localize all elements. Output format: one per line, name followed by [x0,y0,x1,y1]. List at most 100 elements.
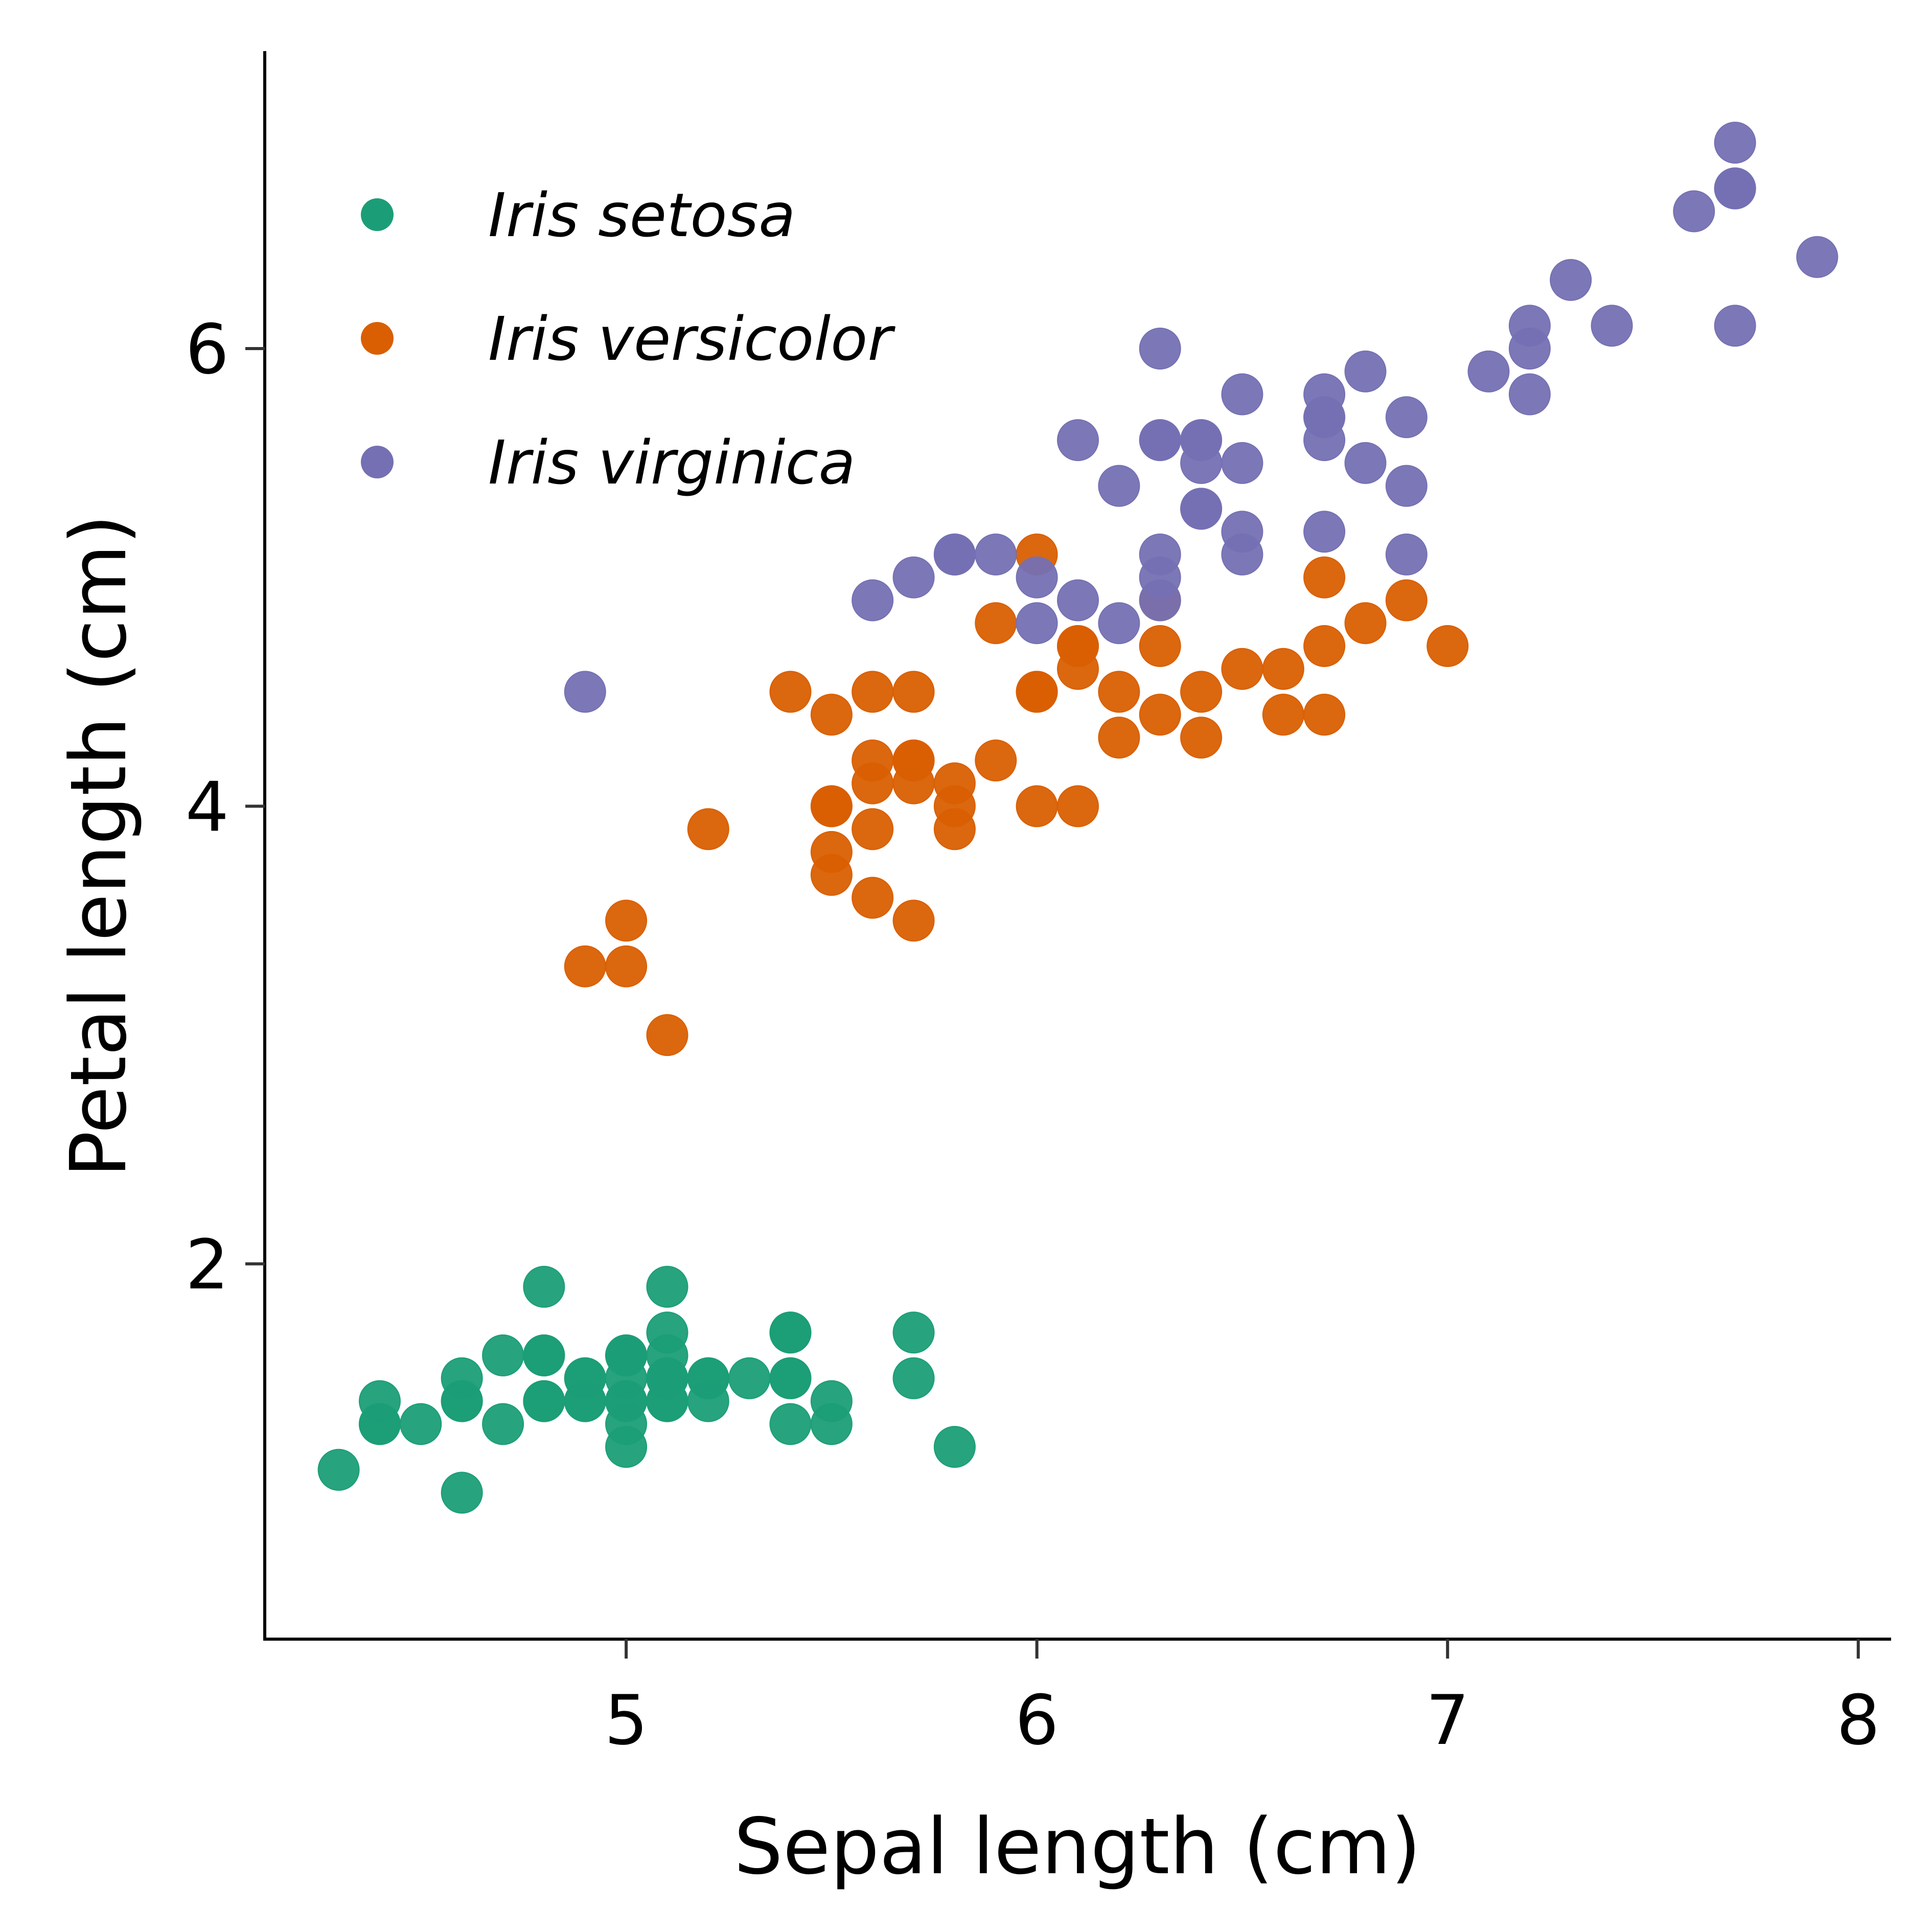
point-iris-setosa [933,1425,976,1468]
point-iris-versicolor [810,854,853,896]
point-iris-versicolor [852,739,894,781]
point-iris-versicolor [892,900,935,942]
y-tick-label: 6 [186,310,229,389]
point-iris-virginica [1508,328,1551,370]
point-iris-versicolor [1262,694,1304,736]
point-iris-setosa [687,1357,729,1399]
y-axis-title: Petal length (cm) [54,514,144,1178]
axes [263,51,1891,1641]
point-iris-versicolor [1221,648,1263,690]
point-iris-versicolor [1098,671,1140,713]
point-iris-setosa [523,1380,565,1422]
point-iris-setosa [482,1403,524,1445]
point-iris-virginica [1221,511,1263,553]
point-iris-setosa [605,1380,648,1422]
point-iris-virginica [1057,419,1099,462]
point-iris-versicolor [1180,671,1223,713]
point-iris-virginica [1303,396,1346,439]
point-iris-versicolor [1303,694,1346,736]
point-iris-setosa [564,1380,606,1422]
point-iris-virginica [1139,556,1181,599]
point-iris-versicolor [1303,556,1346,599]
point-iris-virginica [975,533,1017,576]
point-iris-setosa [523,1266,565,1308]
point-iris-virginica [1180,442,1223,484]
point-iris-virginica [1385,465,1428,507]
point-iris-virginica [1714,305,1756,347]
point-iris-virginica [1139,419,1181,462]
legend-marker-versicolor [361,322,394,355]
point-iris-versicolor [1344,602,1387,645]
point-iris-versicolor [1262,648,1304,690]
point-iris-setosa [317,1448,360,1491]
point-iris-virginica [1550,259,1592,301]
point-iris-virginica [1591,305,1633,347]
point-iris-virginica [1221,373,1263,416]
point-iris-versicolor [769,671,812,713]
point-iris-versicolor [1016,785,1058,827]
point-iris-setosa [359,1403,401,1445]
point-iris-versicolor [975,602,1017,645]
point-iris-virginica [1180,488,1223,530]
point-iris-setosa [400,1403,442,1445]
x-axis-title: Sepal length (cm) [734,1802,1421,1892]
point-iris-virginica [1673,190,1715,233]
point-iris-setosa [769,1312,812,1354]
point-iris-virginica [1714,122,1756,164]
point-iris-setosa [728,1357,771,1399]
point-iris-setosa [810,1403,853,1445]
point-iris-versicolor [975,739,1017,781]
legend-label-virginica: Iris virginica [488,427,856,498]
point-iris-setosa [482,1334,524,1376]
point-iris-virginica [1796,236,1838,278]
point-iris-virginica [564,671,606,713]
point-iris-setosa [892,1357,935,1399]
x-tick-label: 7 [1426,1681,1469,1760]
x-tick-label: 5 [604,1681,648,1760]
point-iris-versicolor [646,1014,688,1056]
point-iris-setosa [646,1334,688,1376]
point-iris-setosa [769,1357,812,1399]
point-iris-versicolor [1098,717,1140,759]
point-iris-versicolor [1180,717,1223,759]
point-iris-virginica [1139,328,1181,370]
legend: Iris setosa Iris versicolor Iris virgini… [361,180,895,498]
point-iris-versicolor [852,808,894,850]
point-iris-versicolor [892,671,935,713]
point-iris-versicolor [1016,671,1058,713]
point-iris-virginica [1344,442,1387,484]
point-iris-virginica [1303,511,1346,553]
point-iris-virginica [1016,556,1058,599]
point-iris-virginica [1221,442,1263,484]
point-iris-versicolor [810,694,853,736]
legend-label-setosa: Iris setosa [488,180,795,250]
legend-marker-virginica [361,446,394,478]
point-iris-versicolor [1427,625,1469,667]
point-iris-setosa [441,1471,483,1514]
point-iris-versicolor [605,900,648,942]
point-iris-versicolor [810,785,853,827]
point-iris-versicolor [892,762,935,804]
point-iris-versicolor [1139,625,1181,667]
ticks: 5 6 7 8 2 4 6 [186,310,1880,1760]
point-iris-setosa [769,1403,812,1445]
x-tick-label: 8 [1836,1681,1880,1760]
legend-label-versicolor: Iris versicolor [488,304,895,374]
point-iris-versicolor [1057,648,1099,690]
point-iris-setosa [892,1312,935,1354]
point-iris-virginica [1508,373,1551,416]
point-iris-versicolor [687,808,729,850]
point-iris-setosa [523,1334,565,1376]
y-tick-label: 2 [186,1225,229,1305]
point-iris-versicolor [1303,625,1346,667]
point-iris-versicolor [1057,785,1099,827]
point-iris-virginica [1467,350,1510,393]
point-iris-versicolor [852,877,894,919]
data-points [317,122,1838,1514]
x-tick-label: 6 [1015,1681,1059,1760]
point-iris-virginica [892,556,935,599]
point-iris-virginica [1057,579,1099,622]
point-iris-versicolor [1139,694,1181,736]
point-iris-virginica [1098,465,1140,507]
